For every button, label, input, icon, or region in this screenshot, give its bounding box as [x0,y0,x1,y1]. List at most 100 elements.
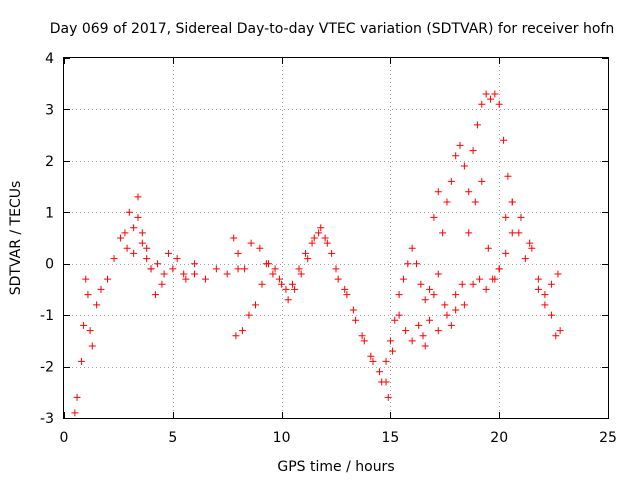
data-point [258,280,266,288]
y-tick-label: -3 [40,411,54,427]
data-point [384,393,392,401]
data-point [417,280,425,288]
data-point [434,327,442,335]
data-point [482,90,490,98]
data-point [271,265,279,273]
x-tick-label: 25 [599,430,617,446]
data-point [482,285,490,293]
data-point [97,285,105,293]
data-point [151,291,159,299]
data-point [256,244,264,252]
data-point [138,239,146,247]
y-tick-label: 4 [45,51,54,67]
data-point [408,244,416,252]
data-point [408,337,416,345]
data-point [73,393,81,401]
grid [64,58,608,418]
data-point [415,321,423,329]
data-point [130,224,138,232]
data-point [391,316,399,324]
data-point [426,316,434,324]
data-marks [71,90,564,417]
y-tick-label: 3 [45,102,54,118]
data-point [80,321,88,329]
data-point [295,265,303,273]
y-tick-label: -1 [40,308,54,324]
plot-frame [63,57,609,419]
data-point [443,311,451,319]
data-point [71,409,79,417]
data-point [232,332,240,340]
series-track-a [71,213,242,417]
series-track-d [232,224,390,386]
data-point [382,378,390,386]
data-point [275,275,283,283]
data-point [269,270,277,278]
data-point [534,285,542,293]
data-point [502,249,510,257]
series-track-b [121,193,199,299]
data-point [230,234,238,242]
data-point [169,265,177,273]
data-point [500,136,508,144]
data-point [476,275,484,283]
data-point [426,285,434,293]
y-axis-label: SDTVAR / TECUs [8,181,24,296]
data-point [552,332,560,340]
data-point [458,280,466,288]
data-point [484,244,492,252]
x-tick-label: 20 [490,430,508,446]
data-point [452,291,460,299]
data-point [349,306,357,314]
data-point [173,255,181,263]
x-tick-label: 5 [168,430,177,446]
data-point [443,198,451,206]
data-point [534,275,542,283]
x-tick-label: 0 [60,430,69,446]
data-point [278,280,286,288]
data-point [452,306,460,314]
data-point [504,172,512,180]
data-point [121,229,129,237]
data-point [323,239,331,247]
data-point [284,296,292,304]
x-tick-label: 10 [273,430,291,446]
data-point [341,285,349,293]
data-point [310,234,318,242]
data-point [469,280,477,288]
data-point [430,291,438,299]
data-point [158,280,166,288]
data-point [88,342,96,350]
data-point [251,301,259,309]
data-point [541,291,549,299]
data-point [117,234,125,242]
data-point [334,275,342,283]
data-point [147,265,155,273]
data-point [395,311,403,319]
y-tick-label: 2 [45,154,54,170]
data-point [413,260,421,268]
data-point [547,280,555,288]
data-point [321,234,329,242]
x-axis-label: GPS time / hours [277,459,394,475]
data-point [556,327,564,335]
data-point [460,301,468,309]
data-point [291,285,299,293]
data-point [317,224,325,232]
data-point [452,152,460,160]
data-point [465,229,473,237]
chart-title: Day 069 of 2017, Sidereal Day-to-day VTE… [50,21,614,37]
data-point [360,337,368,345]
data-point [191,260,199,268]
data-point [182,275,190,283]
data-point [502,213,510,221]
data-point [343,291,351,299]
data-point [180,270,188,278]
data-point [238,327,246,335]
data-point [304,255,312,263]
data-point [508,229,516,237]
data-point [104,275,112,283]
x-tick-label: 15 [381,430,399,446]
data-point [456,141,464,149]
data-point [282,285,290,293]
